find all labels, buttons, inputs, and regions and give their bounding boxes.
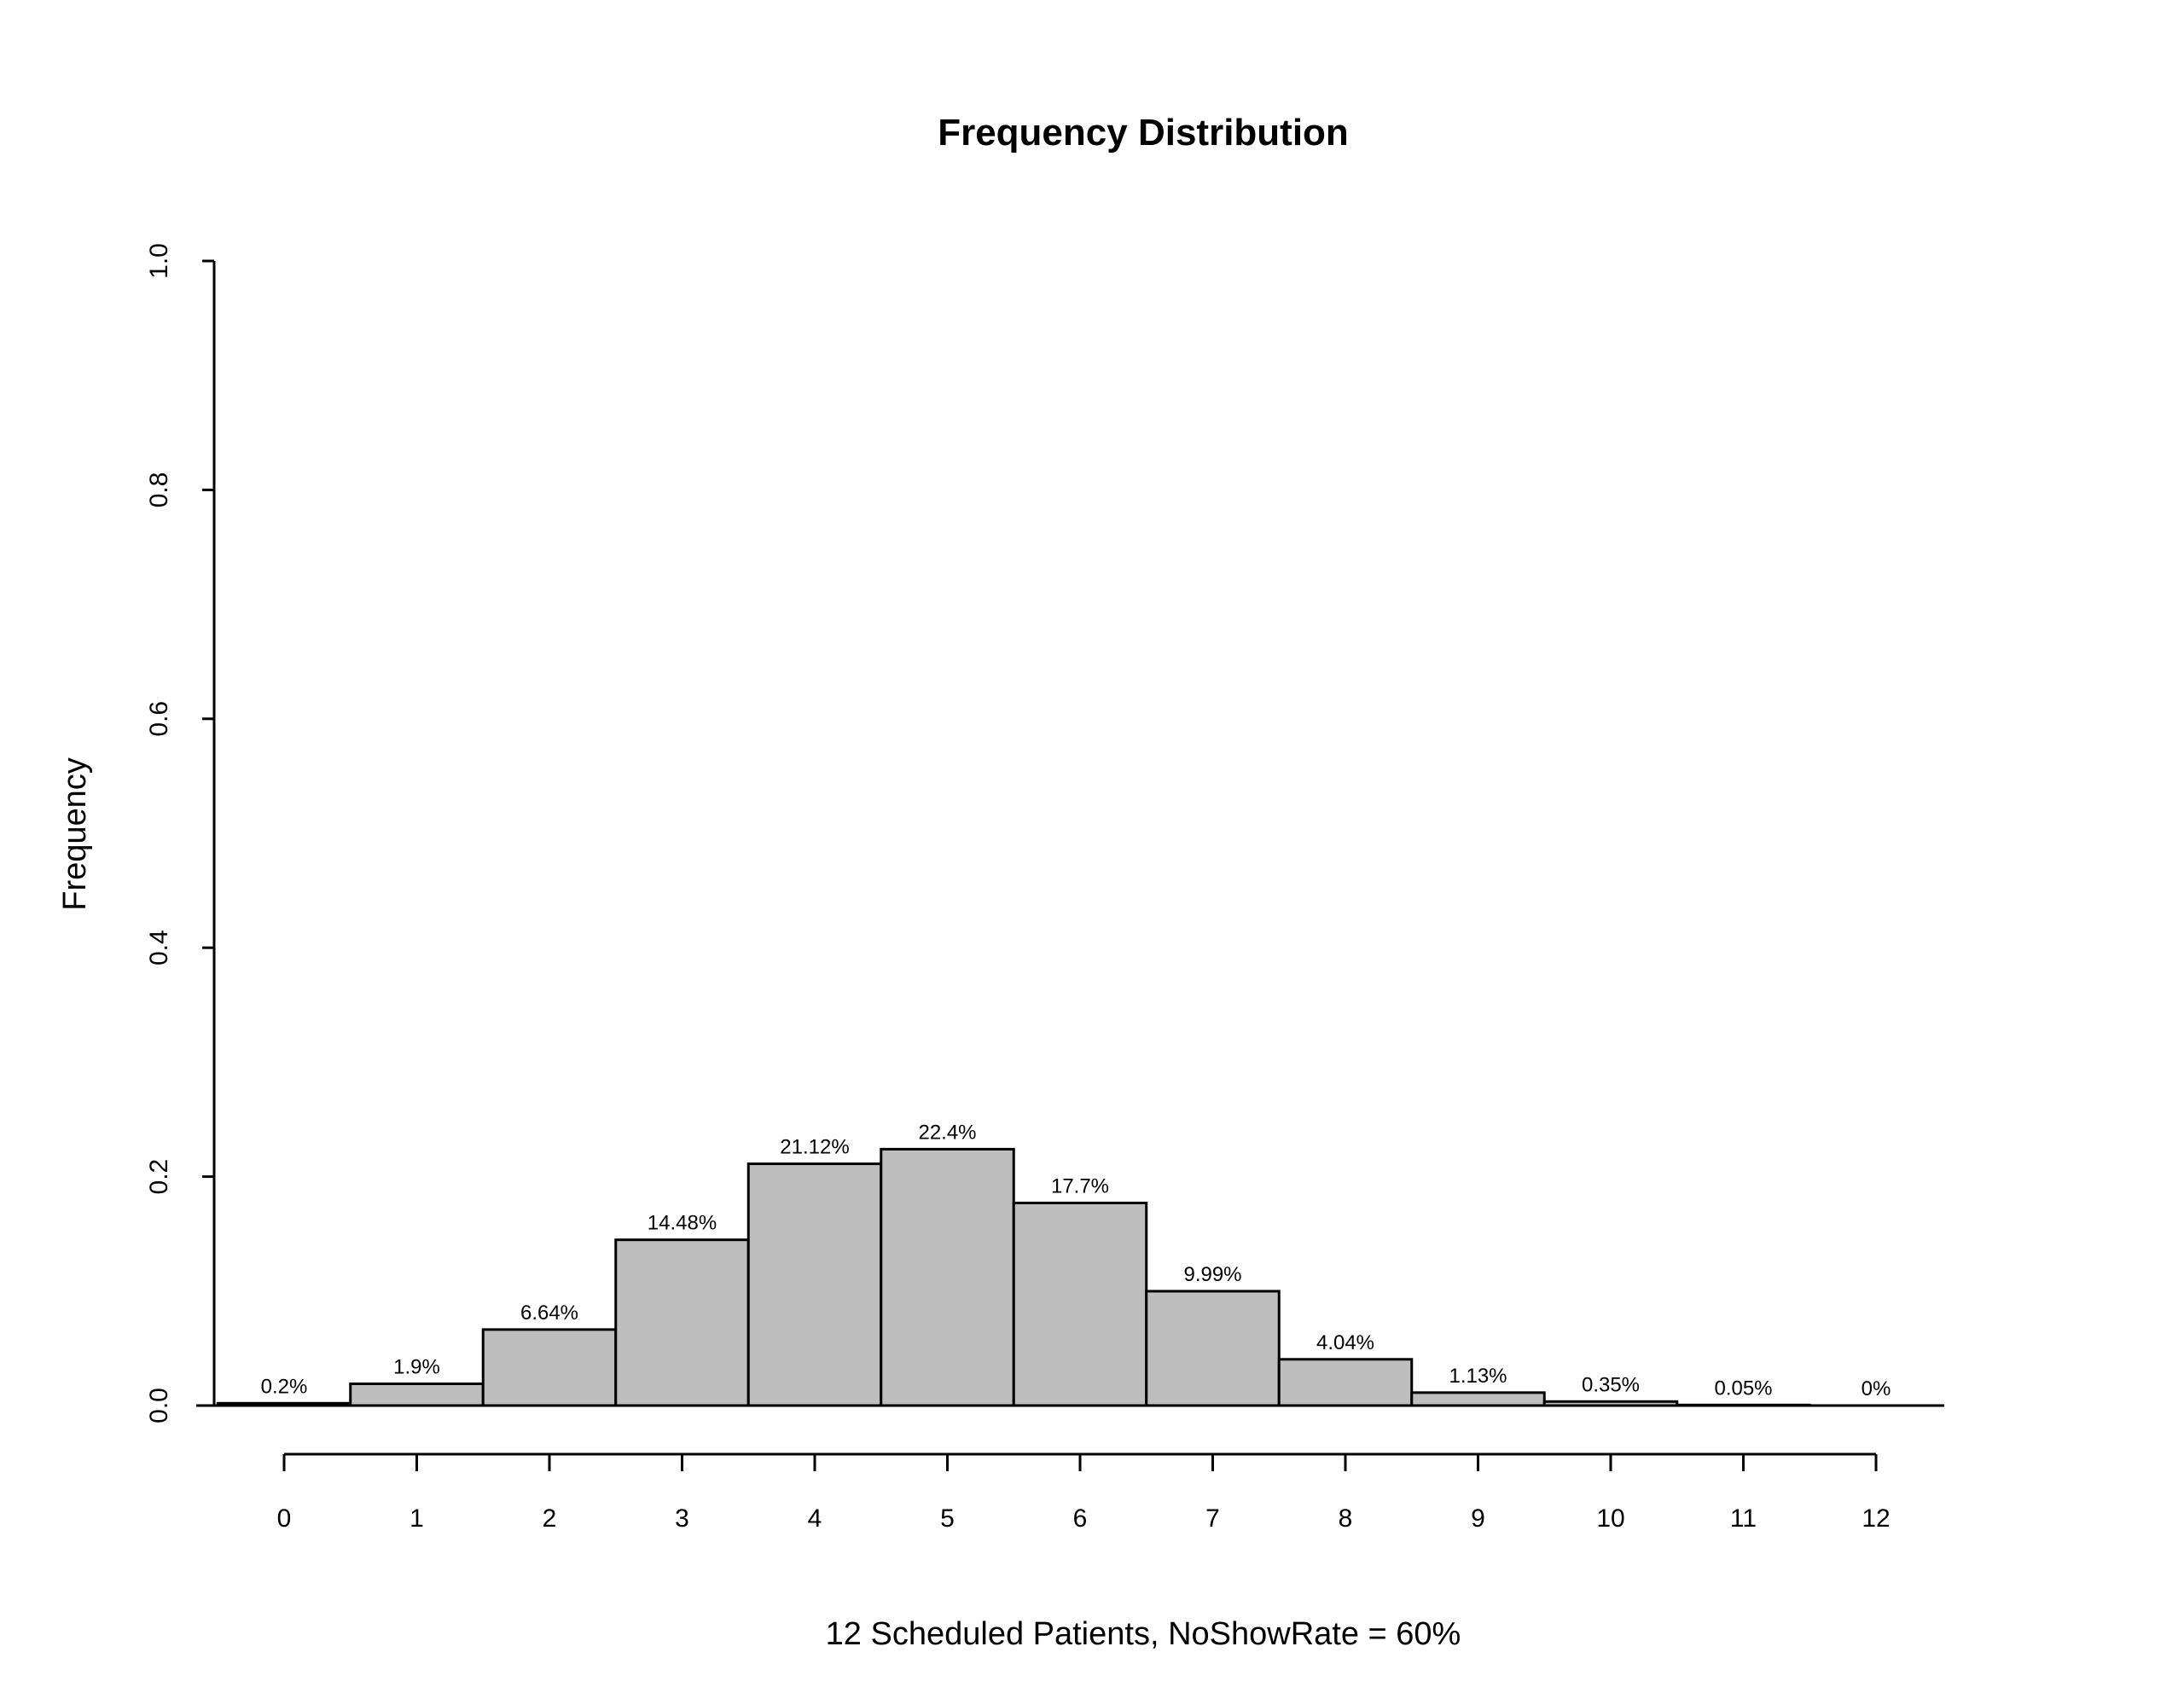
- x-tick-label: 9: [1471, 1504, 1485, 1533]
- bar-data-label: 21.12%: [780, 1136, 849, 1159]
- chart-title: Frequency Distribution: [938, 112, 1349, 154]
- y-tick-label: 1.0: [145, 243, 173, 279]
- bar: [746, 1162, 883, 1407]
- x-tick-label: 5: [940, 1504, 955, 1533]
- bar-data-label: 1.13%: [1449, 1365, 1507, 1388]
- bar-data-label: 4.04%: [1316, 1331, 1374, 1354]
- bar: [1410, 1391, 1546, 1407]
- bar-data-label: 17.7%: [1051, 1174, 1109, 1197]
- x-tick-label: 7: [1205, 1504, 1220, 1533]
- x-tick-label: 12: [1862, 1504, 1890, 1533]
- x-tick-label: 10: [1596, 1504, 1624, 1533]
- x-axis: 0 1 2 3 4 5 6 7 8 9 10 11 12: [277, 1452, 1891, 1533]
- x-tick-label: 11: [1730, 1504, 1757, 1533]
- bar-data-label: 0%: [1862, 1377, 1891, 1400]
- y-tick-label: 0.2: [145, 1159, 173, 1195]
- bar-data-label: 0.05%: [1714, 1377, 1772, 1400]
- x-tick-label: 4: [808, 1504, 822, 1533]
- bar-data-label: 0.35%: [1582, 1373, 1640, 1396]
- bar-data-label: 6.64%: [520, 1301, 578, 1325]
- bar-data-label: 1.9%: [393, 1356, 440, 1379]
- bar-labels: 0.2% 1.9% 6.64% 14.48% 21.12% 22.4% 17.7% 9.99%…: [261, 1121, 1891, 1400]
- x-tick-label: 3: [675, 1504, 689, 1533]
- bar: [1145, 1290, 1281, 1407]
- bar-data-label: 22.4%: [918, 1121, 976, 1144]
- y-axis: 0.0 0.2 0.4 0.6 0.8 1.0: [145, 243, 216, 1423]
- x-axis-label: 12 Scheduled Patients, NoShowRate = 60%: [826, 1616, 1461, 1652]
- y-tick-label: 0.4: [145, 930, 173, 965]
- bar-data-label: 9.99%: [1183, 1263, 1241, 1286]
- bar: [880, 1147, 1015, 1407]
- x-tick-label: 1: [410, 1504, 424, 1533]
- bar-data-label: 0.2%: [261, 1375, 308, 1398]
- x-tick-label: 0: [277, 1504, 292, 1533]
- bar: [614, 1238, 750, 1407]
- bar: [481, 1328, 618, 1407]
- bar: [1012, 1201, 1148, 1407]
- x-tick-label: 2: [543, 1504, 557, 1533]
- y-tick-label: 0.6: [145, 701, 173, 737]
- y-tick-label: 0.8: [145, 472, 173, 508]
- bar: [1277, 1358, 1414, 1407]
- x-tick-label: 6: [1073, 1504, 1088, 1533]
- y-axis-label: Frequency: [57, 757, 93, 911]
- bar-data-label: 14.48%: [648, 1212, 717, 1235]
- x-tick-label: 8: [1339, 1504, 1353, 1533]
- bar: [349, 1383, 485, 1407]
- y-tick-label: 0.0: [145, 1388, 173, 1423]
- bars: [216, 1147, 1811, 1407]
